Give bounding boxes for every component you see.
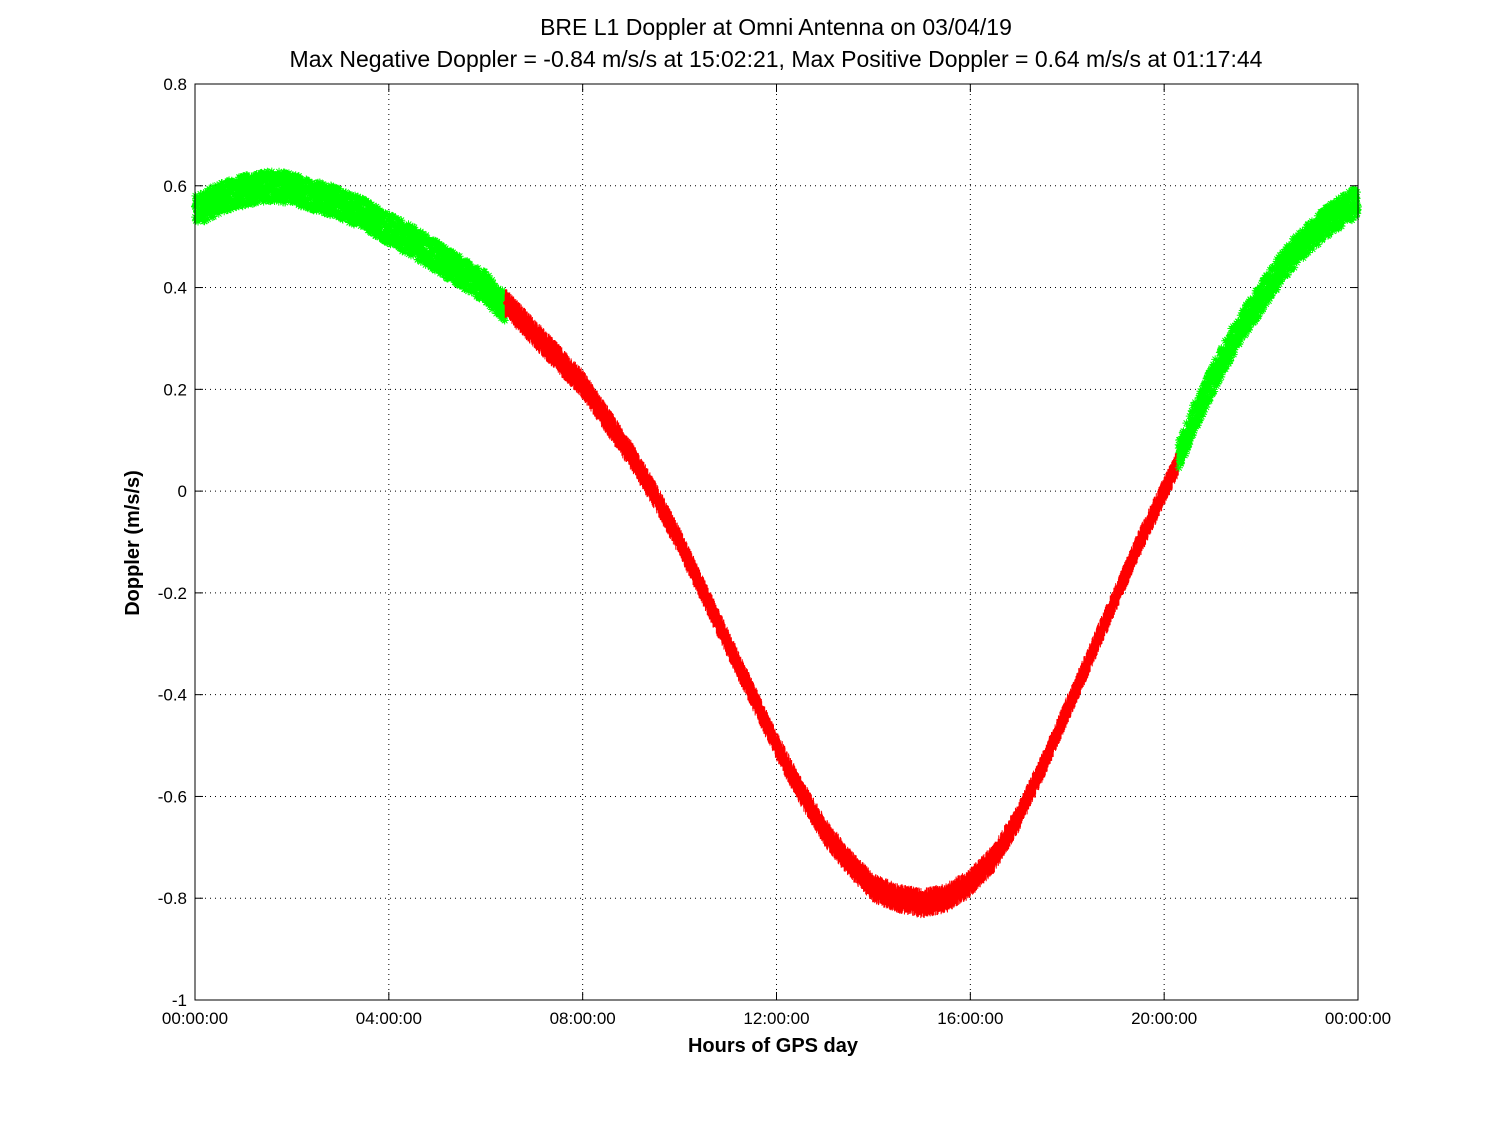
series-3-markers [1174, 185, 1362, 472]
x-tick-label: 20:00:00 [1131, 1009, 1197, 1028]
y-tick-label: -0.6 [158, 787, 187, 806]
axis-ticks: 00:00:00 04:00:00 08:00:00 12:00:00 16:00:00… [158, 75, 1391, 1028]
y-tick-label: 0.4 [163, 279, 187, 298]
x-tick-label: 04:00:00 [356, 1009, 422, 1028]
y-tick-label: -0.4 [158, 686, 187, 705]
series-1-markers [191, 167, 510, 325]
x-tick-label: 00:00:00 [1325, 1009, 1391, 1028]
y-tick-label: -1 [172, 991, 187, 1010]
y-tick-label: 0.6 [163, 177, 187, 196]
series-2-line [504, 289, 1180, 919]
x-tick-label: 12:00:00 [743, 1009, 809, 1028]
x-axis-label: Hours of GPS day [688, 1035, 859, 1057]
x-tick-label: 00:00:00 [162, 1009, 228, 1028]
data-series [191, 167, 1362, 919]
x-tick-label: 16:00:00 [937, 1009, 1003, 1028]
y-tick-label: 0 [178, 482, 187, 501]
y-tick-label: 0.2 [163, 380, 187, 399]
chart-title: BRE L1 Doppler at Omni Antenna on 03/04/… [540, 14, 1012, 40]
x-tick-label: 08:00:00 [550, 1009, 616, 1028]
y-tick-label: -0.2 [158, 584, 187, 603]
y-tick-label: -0.8 [158, 889, 187, 908]
y-axis-label: Doppler (m/s/s) [122, 470, 144, 616]
y-tick-label: 0.8 [163, 75, 187, 94]
chart-subtitle: Max Negative Doppler = -0.84 m/s/s at 15… [290, 46, 1263, 72]
